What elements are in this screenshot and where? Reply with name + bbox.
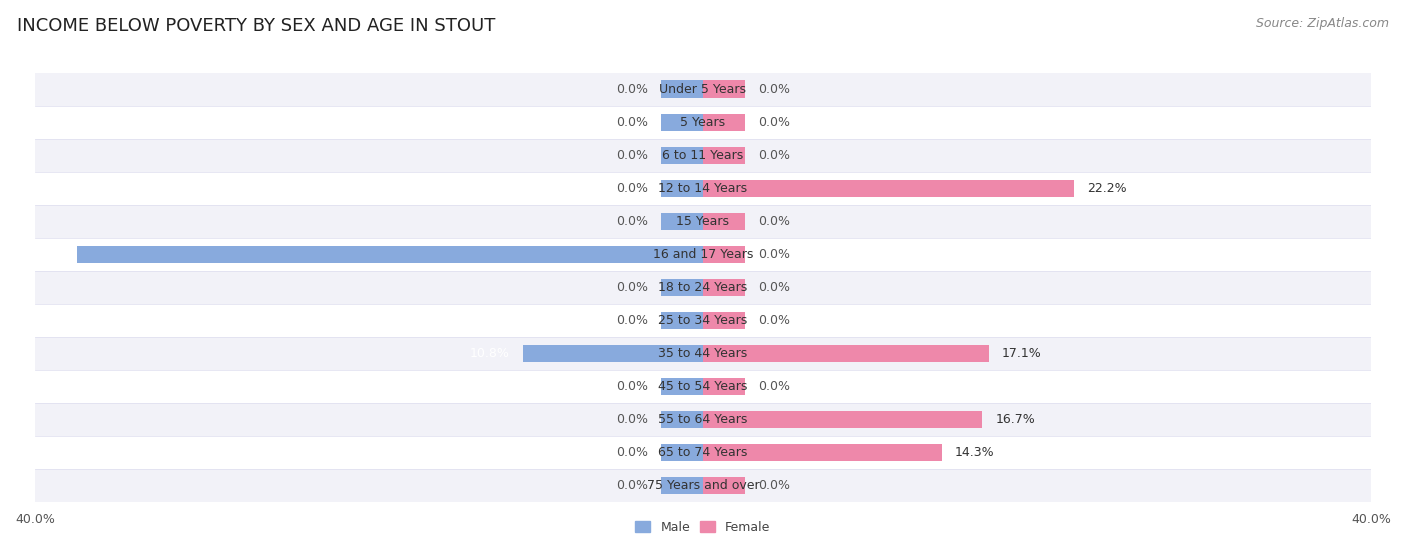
Bar xyxy=(35,337,1371,370)
Text: 37.5%: 37.5% xyxy=(24,248,63,261)
Bar xyxy=(35,205,1371,238)
Bar xyxy=(35,138,1371,172)
Text: 0.0%: 0.0% xyxy=(758,148,790,162)
Bar xyxy=(35,403,1371,436)
Text: 0.0%: 0.0% xyxy=(616,413,648,426)
Bar xyxy=(703,180,1074,197)
Text: 0.0%: 0.0% xyxy=(758,314,790,327)
Bar xyxy=(703,246,745,263)
Bar xyxy=(35,370,1371,403)
Bar xyxy=(703,345,988,362)
Bar xyxy=(661,411,703,428)
Text: 0.0%: 0.0% xyxy=(758,248,790,261)
Bar xyxy=(703,378,745,395)
Text: 0.0%: 0.0% xyxy=(616,83,648,95)
Bar xyxy=(661,147,703,163)
Text: 14.3%: 14.3% xyxy=(955,446,994,459)
Text: 0.0%: 0.0% xyxy=(758,116,790,128)
Bar xyxy=(35,73,1371,105)
Text: 65 to 74 Years: 65 to 74 Years xyxy=(658,446,748,459)
Text: 0.0%: 0.0% xyxy=(758,479,790,492)
Text: 6 to 11 Years: 6 to 11 Years xyxy=(662,148,744,162)
Text: 10.8%: 10.8% xyxy=(470,347,509,360)
Text: 17.1%: 17.1% xyxy=(1002,347,1042,360)
Bar xyxy=(35,271,1371,304)
Bar xyxy=(661,213,703,230)
Text: 0.0%: 0.0% xyxy=(616,314,648,327)
Text: 0.0%: 0.0% xyxy=(758,380,790,393)
Text: 12 to 14 Years: 12 to 14 Years xyxy=(658,182,748,195)
Bar xyxy=(661,477,703,494)
Bar xyxy=(661,444,703,461)
Bar xyxy=(35,469,1371,502)
Bar xyxy=(703,213,745,230)
Text: 0.0%: 0.0% xyxy=(758,281,790,294)
Text: Under 5 Years: Under 5 Years xyxy=(659,83,747,95)
Text: 75 Years and over: 75 Years and over xyxy=(647,479,759,492)
Text: 0.0%: 0.0% xyxy=(758,215,790,228)
Text: 0.0%: 0.0% xyxy=(616,380,648,393)
Bar xyxy=(703,312,745,329)
Bar xyxy=(661,80,703,98)
Text: 0.0%: 0.0% xyxy=(616,281,648,294)
Text: 55 to 64 Years: 55 to 64 Years xyxy=(658,413,748,426)
Text: 15 Years: 15 Years xyxy=(676,215,730,228)
Text: 0.0%: 0.0% xyxy=(616,479,648,492)
Bar xyxy=(661,279,703,296)
Legend: Male, Female: Male, Female xyxy=(630,516,776,539)
Bar xyxy=(35,436,1371,469)
Text: 25 to 34 Years: 25 to 34 Years xyxy=(658,314,748,327)
Text: 0.0%: 0.0% xyxy=(616,148,648,162)
Text: 45 to 54 Years: 45 to 54 Years xyxy=(658,380,748,393)
Bar xyxy=(661,113,703,131)
Bar xyxy=(35,172,1371,205)
Bar xyxy=(703,477,745,494)
Bar xyxy=(703,444,942,461)
Bar xyxy=(35,238,1371,271)
Bar xyxy=(661,378,703,395)
Text: 0.0%: 0.0% xyxy=(616,182,648,195)
Text: 5 Years: 5 Years xyxy=(681,116,725,128)
Bar xyxy=(703,113,745,131)
Bar xyxy=(703,147,745,163)
Bar xyxy=(661,312,703,329)
Text: INCOME BELOW POVERTY BY SEX AND AGE IN STOUT: INCOME BELOW POVERTY BY SEX AND AGE IN S… xyxy=(17,17,495,35)
Bar xyxy=(77,246,703,263)
Text: 18 to 24 Years: 18 to 24 Years xyxy=(658,281,748,294)
Bar xyxy=(35,105,1371,138)
Bar xyxy=(35,304,1371,337)
Text: 16 and 17 Years: 16 and 17 Years xyxy=(652,248,754,261)
Text: 0.0%: 0.0% xyxy=(616,215,648,228)
Bar xyxy=(703,279,745,296)
Bar xyxy=(703,80,745,98)
Text: 0.0%: 0.0% xyxy=(616,116,648,128)
Text: Source: ZipAtlas.com: Source: ZipAtlas.com xyxy=(1256,17,1389,30)
Text: 16.7%: 16.7% xyxy=(995,413,1035,426)
Text: 0.0%: 0.0% xyxy=(758,83,790,95)
Text: 22.2%: 22.2% xyxy=(1087,182,1126,195)
Bar xyxy=(661,180,703,197)
Text: 0.0%: 0.0% xyxy=(616,446,648,459)
Text: 35 to 44 Years: 35 to 44 Years xyxy=(658,347,748,360)
Bar xyxy=(523,345,703,362)
Bar xyxy=(703,411,981,428)
